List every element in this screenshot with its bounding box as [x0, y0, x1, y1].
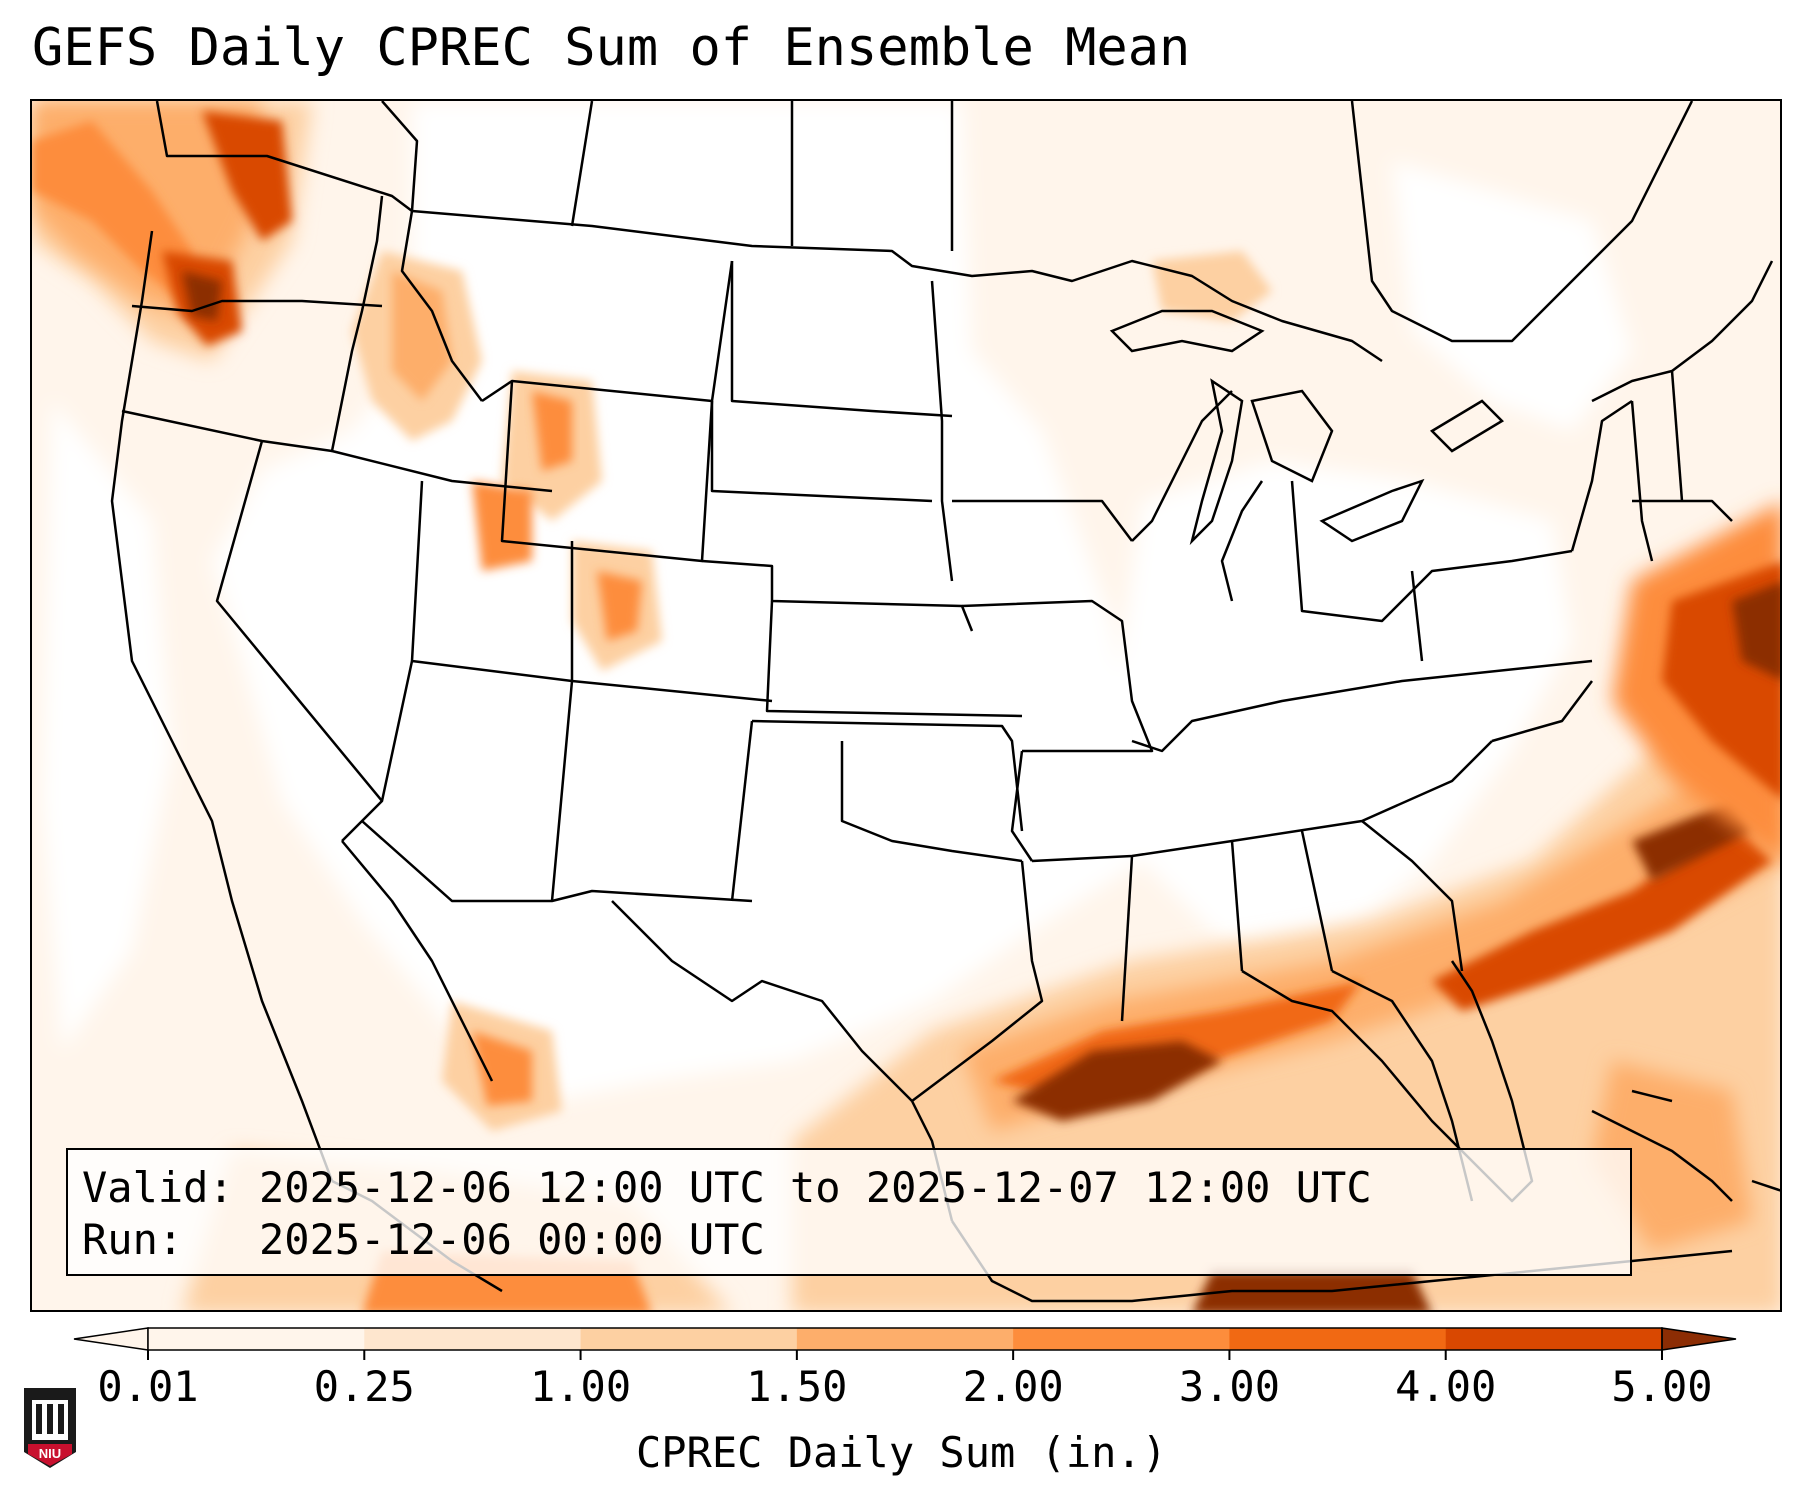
- colorbar-segment: [796, 1328, 1014, 1350]
- valid-label: Valid:: [82, 1163, 234, 1212]
- caribbean-islands: [1591, 1089, 1780, 1202]
- colorbar-graphic: [73, 1327, 1737, 1360]
- colorbar-extend-high: [1661, 1327, 1737, 1351]
- colorbar-segment: [1229, 1328, 1447, 1350]
- colorbar-segment: [580, 1328, 798, 1350]
- precip-atlantic-band: [1612, 503, 1780, 859]
- colorbar-tick-label: 5.00: [1611, 1362, 1713, 1411]
- colorbar-segment: [1013, 1328, 1230, 1350]
- niu-logo-text: NIU: [39, 1446, 61, 1461]
- colorbar-segment: [148, 1328, 365, 1350]
- valid-value: 2025-12-06 12:00 UTC to 2025-12-07 12:00…: [259, 1163, 1372, 1212]
- colorbar-tick-label: 1.50: [746, 1362, 848, 1411]
- colorbar-tick-label: 1.00: [529, 1362, 632, 1411]
- colorbar-tick-label: 3.00: [1178, 1362, 1280, 1411]
- precip-map: [32, 101, 1780, 1310]
- colorbar-extend-low: [73, 1327, 149, 1351]
- colorbar-segment: [364, 1328, 582, 1350]
- run-value: 2025-12-06 00:00 UTC: [259, 1215, 765, 1264]
- colorbar-tick-label: 4.00: [1395, 1362, 1497, 1411]
- run-label: Run:: [82, 1215, 184, 1264]
- map-frame: [30, 99, 1782, 1312]
- precip-pacific-nw: [32, 101, 312, 361]
- precip-gulf-band: [792, 624, 1780, 1310]
- colorbar-segment: [1445, 1328, 1663, 1350]
- colorbar-label: CPREC Daily Sum (in.): [635, 1428, 1167, 1477]
- state-boundaries: [110, 101, 1774, 1303]
- great-lakes: [1109, 309, 1505, 546]
- colorbar-tick-label: 2.00: [962, 1362, 1064, 1411]
- precip-rockies: [352, 251, 662, 671]
- niu-logo: NIU: [20, 1382, 80, 1478]
- precip-lake-superior: [1152, 251, 1272, 321]
- colorbar-tick-label: 0.01: [97, 1362, 199, 1411]
- colorbar-outline: [147, 1327, 1663, 1351]
- colorbar-tick-label: 0.25: [313, 1362, 415, 1411]
- info-box: Valid: 2025-12-06 12:00 UTC to 2025-12-0…: [66, 1148, 1632, 1276]
- colorbar: 0.01 0.25 1.00 1.50 2.00 3.00 4.00 5.00 CPREC D…: [0, 1310, 1803, 1500]
- map-title: GEFS Daily CPREC Sum of Ensemble Mean: [32, 18, 1191, 78]
